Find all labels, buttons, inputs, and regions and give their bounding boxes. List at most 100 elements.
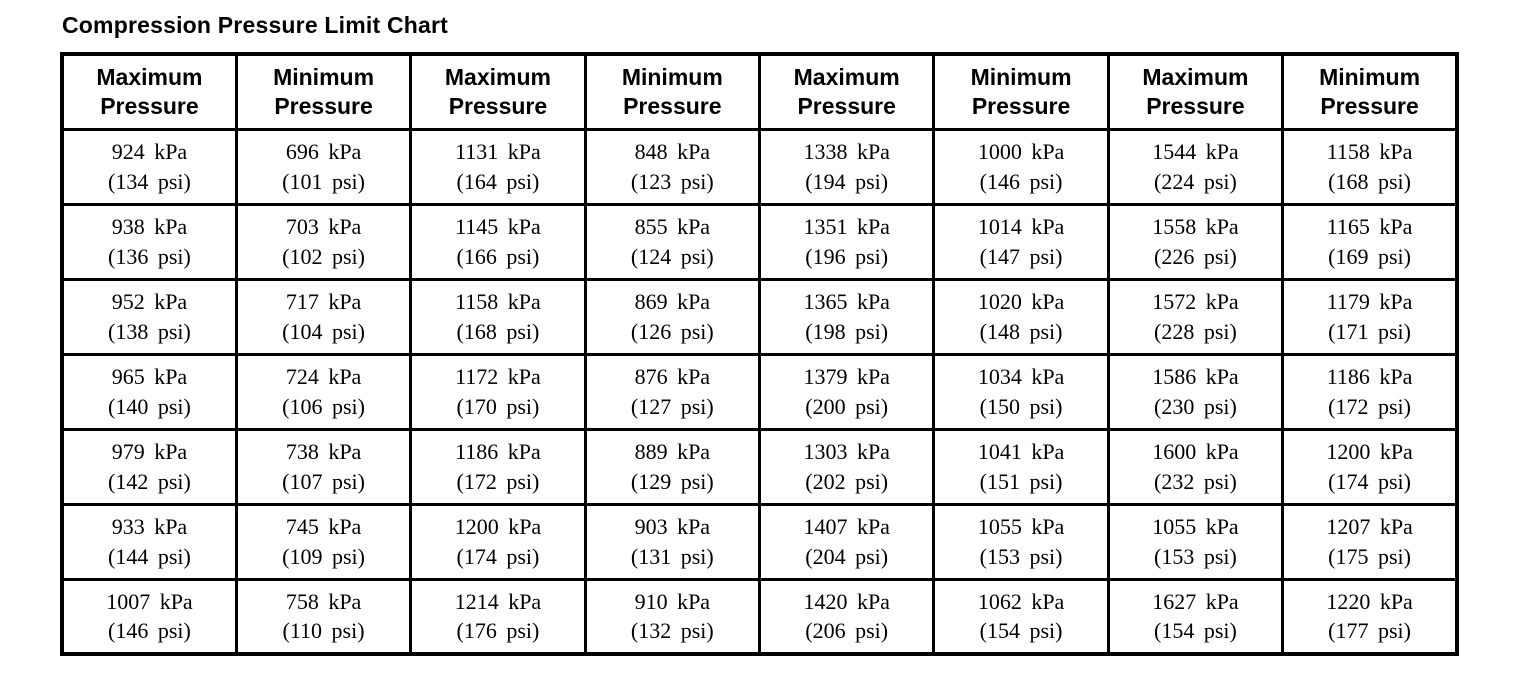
kpa-value: 1303 kPa — [803, 439, 890, 465]
pressure-cell: 758 kPa (110 psi) — [234, 577, 413, 656]
kpa-value: 1158 kPa — [455, 289, 541, 315]
table-row: 965 kPa (140 psi) 724 kPa (106 psi) 1172 kPa… — [60, 352, 1459, 431]
psi-value: (146 psi) — [979, 168, 1063, 194]
kpa-value: 1407 kPa — [803, 514, 890, 540]
pressure-cell: 903 kPa (131 psi) — [583, 502, 762, 581]
psi-value: (174 psi) — [456, 543, 540, 569]
column-header-maximum-pressure-2: Maximum Pressure — [409, 52, 587, 131]
pressure-cell: 869 kPa (126 psi) — [583, 277, 762, 356]
kpa-value: 1020 kPa — [977, 289, 1065, 315]
pressure-cell: 848 kPa (123 psi) — [583, 127, 762, 206]
header-line2: Pressure — [623, 92, 722, 119]
kpa-value: 1379 kPa — [803, 364, 890, 390]
kpa-value: 1338 kPa — [803, 139, 890, 165]
psi-value: (107 psi) — [282, 468, 365, 494]
column-header-maximum-pressure-0: Maximum Pressure — [60, 52, 238, 131]
pressure-cell: 952 kPa (138 psi) — [60, 277, 238, 356]
psi-value: (202 psi) — [805, 468, 889, 494]
pressure-cell: 1207 kPa (175 psi) — [1281, 502, 1459, 581]
kpa-value: 924 kPa — [111, 139, 188, 165]
psi-value: (206 psi) — [805, 618, 889, 644]
psi-value: (226 psi) — [1154, 243, 1237, 269]
psi-value: (196 psi) — [805, 243, 889, 269]
pressure-cell: 1131 kPa (164 psi) — [409, 127, 587, 206]
pressure-cell: 1407 kPa (204 psi) — [757, 502, 936, 581]
pressure-cell: 1165 kPa (169 psi) — [1281, 202, 1459, 281]
table-header-row: Maximum Pressure Minimum Pressure Maximum Pre… — [60, 52, 1459, 131]
psi-value: (106 psi) — [282, 393, 365, 419]
pressure-cell: 1041 kPa (151 psi) — [932, 427, 1110, 506]
pressure-cell: 1055 kPa (153 psi) — [1106, 502, 1285, 581]
pressure-cell: 1220 kPa (177 psi) — [1281, 577, 1459, 656]
kpa-value: 952 kPa — [111, 289, 188, 315]
psi-value: (123 psi) — [630, 168, 714, 194]
kpa-value: 965 kPa — [111, 364, 188, 390]
pressure-cell: 1172 kPa (170 psi) — [409, 352, 587, 431]
psi-value: (131 psi) — [630, 543, 714, 569]
table-row: 979 kPa (142 psi) 738 kPa (107 psi) 1186 kPa… — [60, 427, 1459, 506]
psi-value: (144 psi) — [108, 543, 191, 569]
kpa-value: 1572 kPa — [1152, 289, 1239, 315]
kpa-value: 1586 kPa — [1152, 364, 1239, 390]
psi-value: (153 psi) — [979, 543, 1063, 569]
pressure-cell: 938 kPa (136 psi) — [60, 202, 238, 281]
psi-value: (104 psi) — [282, 318, 365, 344]
column-header-minimum-pressure-3: Minimum Pressure — [583, 52, 762, 131]
header-line1: Maximum — [1142, 64, 1249, 90]
psi-value: (168 psi) — [456, 318, 540, 344]
psi-value: (101 psi) — [282, 168, 365, 194]
pressure-cell: 717 kPa (104 psi) — [234, 277, 413, 356]
pressure-cell: 1014 kPa (147 psi) — [932, 202, 1110, 281]
column-header-minimum-pressure-5: Minimum Pressure — [932, 52, 1110, 131]
pressure-cell: 1055 kPa (153 psi) — [932, 502, 1110, 581]
pressure-cell: 745 kPa (109 psi) — [234, 502, 413, 581]
pressure-cell: 703 kPa (102 psi) — [234, 202, 413, 281]
pressure-cell: 1544 kPa (224 psi) — [1106, 127, 1285, 206]
kpa-value: 1007 kPa — [106, 589, 193, 614]
kpa-value: 703 kPa — [285, 214, 362, 240]
kpa-value: 1158 kPa — [1326, 139, 1413, 165]
table-row: 952 kPa (138 psi) 717 kPa (104 psi) 1158 kPa… — [60, 277, 1459, 356]
psi-value: (147 psi) — [979, 243, 1063, 269]
pressure-cell: 876 kPa (127 psi) — [583, 352, 762, 431]
header-line1: Minimum — [273, 64, 375, 90]
kpa-value: 1200 kPa — [1326, 439, 1413, 465]
header-line2: Pressure — [448, 92, 548, 119]
kpa-value: 745 kPa — [285, 514, 362, 540]
psi-value: (172 psi) — [1328, 393, 1411, 419]
pressure-cell: 889 kPa (129 psi) — [583, 427, 762, 506]
kpa-value: 1165 kPa — [1326, 214, 1413, 240]
psi-value: (200 psi) — [805, 393, 889, 419]
kpa-value: 1220 kPa — [1326, 589, 1413, 614]
pressure-cell: 1186 kPa (172 psi) — [409, 427, 587, 506]
kpa-value: 738 kPa — [285, 439, 362, 465]
psi-value: (175 psi) — [1328, 543, 1411, 569]
kpa-value: 889 kPa — [634, 439, 711, 465]
kpa-value: 1055 kPa — [1152, 514, 1239, 540]
psi-value: (153 psi) — [1154, 543, 1237, 569]
pressure-cell: 1179 kPa (171 psi) — [1281, 277, 1459, 356]
psi-value: (124 psi) — [630, 243, 714, 269]
psi-value: (109 psi) — [282, 543, 365, 569]
psi-value: (146 psi) — [108, 618, 191, 644]
page-title: Compression Pressure Limit Chart — [62, 12, 449, 38]
compression-pressure-table: Maximum Pressure Minimum Pressure Maximum Pre… — [60, 52, 1459, 656]
pressure-cell: 933 kPa (144 psi) — [60, 502, 238, 581]
pressure-cell: 1158 kPa (168 psi) — [409, 277, 587, 356]
table-body: 924 kPa (134 psi) 696 kPa (101 psi) 1131 kPa… — [60, 127, 1459, 656]
psi-value: (232 psi) — [1154, 468, 1237, 494]
kpa-value: 979 kPa — [111, 439, 188, 465]
pressure-cell: 1158 kPa (168 psi) — [1281, 127, 1459, 206]
kpa-value: 903 kPa — [634, 514, 711, 540]
psi-value: (194 psi) — [805, 168, 889, 194]
psi-value: (127 psi) — [630, 393, 714, 419]
kpa-value: 1034 kPa — [977, 364, 1065, 390]
psi-value: (166 psi) — [456, 243, 540, 269]
psi-value: (132 psi) — [630, 618, 714, 644]
psi-value: (230 psi) — [1154, 393, 1237, 419]
pressure-cell: 1558 kPa (226 psi) — [1106, 202, 1285, 281]
header-line1: Maximum — [793, 64, 900, 90]
psi-value: (129 psi) — [630, 468, 714, 494]
pressure-cell: 1627 kPa (154 psi) — [1106, 577, 1285, 656]
